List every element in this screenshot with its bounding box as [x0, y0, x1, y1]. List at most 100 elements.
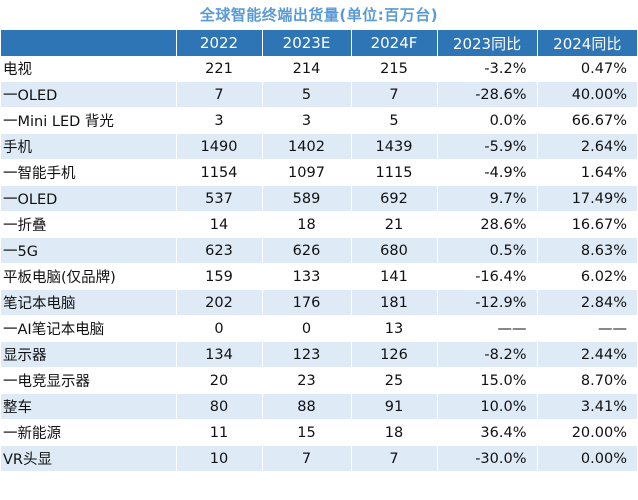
value-2022: 14: [176, 211, 263, 238]
value-2024f: 18: [351, 419, 438, 446]
value-2024f: 215: [351, 56, 438, 82]
table-row: 笔记本电脑 202 176 181 -12.9% 2.84%: [1, 289, 637, 316]
value-2023e: 133: [262, 263, 352, 290]
row-label: 一Mini LED 背光: [1, 107, 177, 134]
value-2024f: 1115: [351, 159, 438, 186]
table-row: 一折叠 14 18 21 28.6% 16.67%: [1, 211, 637, 238]
header-cell-category: [1, 30, 177, 56]
yoy-2023: 10.0%: [437, 393, 538, 420]
value-2024f: 680: [351, 237, 438, 264]
table-row: 一5G 623 626 680 0.5% 8.63%: [1, 237, 637, 264]
header-row: 2022 2023E 2024F 2023同比 2024同比: [1, 30, 637, 56]
row-label: VR头显: [1, 445, 177, 472]
row-label: 平板电脑(仅品牌): [1, 263, 177, 290]
value-2022: 0: [176, 315, 263, 342]
row-label: 显示器: [1, 341, 177, 368]
value-2023e: 214: [262, 56, 352, 82]
table-row: 一OLED 7 5 7 -28.6% 40.00%: [1, 81, 637, 108]
yoy-2023: -5.9%: [437, 133, 538, 160]
table-row: 一Mini LED 背光 3 3 5 0.0% 66.67%: [1, 107, 637, 134]
value-2023e: 1402: [262, 133, 352, 160]
yoy-2024: 2.64%: [537, 133, 637, 160]
yoy-2024: 20.00%: [537, 419, 637, 446]
value-2022: 10: [176, 445, 263, 472]
header-cell-2023-yoy: 2023同比: [437, 30, 538, 56]
yoy-2024: 17.49%: [537, 185, 637, 212]
value-2024f: 91: [351, 393, 438, 420]
yoy-2023: 0.0%: [437, 107, 538, 134]
table-row: 手机 1490 1402 1439 -5.9% 2.64%: [1, 133, 637, 160]
value-2022: 80: [176, 393, 263, 420]
yoy-2024: 66.67%: [537, 107, 637, 134]
value-2023e: 18: [262, 211, 352, 238]
value-2024f: 7: [351, 445, 438, 472]
value-2023e: 88: [262, 393, 352, 420]
value-2024f: 141: [351, 263, 438, 290]
value-2023e: 176: [262, 289, 352, 316]
value-2023e: 7: [262, 445, 352, 472]
yoy-2023: 0.5%: [437, 237, 538, 264]
table-row: 一AI笔记本电脑 0 0 13 —— ——: [1, 315, 637, 342]
table-row: 一新能源 11 15 18 36.4% 20.00%: [1, 419, 637, 446]
value-2024f: 7: [351, 81, 438, 108]
header-cell-2024f: 2024F: [351, 30, 438, 56]
value-2022: 1154: [176, 159, 263, 186]
value-2023e: 626: [262, 237, 352, 264]
yoy-2024: 2.84%: [537, 289, 637, 316]
table-row: 一OLED 537 589 692 9.7% 17.49%: [1, 185, 637, 212]
value-2024f: 25: [351, 367, 438, 394]
yoy-2024: ——: [537, 315, 637, 342]
value-2023e: 589: [262, 185, 352, 212]
row-label: 一OLED: [1, 185, 177, 212]
row-label: 一智能手机: [1, 159, 177, 186]
yoy-2024: 40.00%: [537, 81, 637, 108]
header-cell-2023e: 2023E: [262, 30, 352, 56]
value-2023e: 5: [262, 81, 352, 108]
row-label: 整车: [1, 393, 177, 420]
yoy-2023: -8.2%: [437, 341, 538, 368]
value-2022: 623: [176, 237, 263, 264]
row-label: 手机: [1, 133, 177, 160]
yoy-2024: 8.63%: [537, 237, 637, 264]
value-2023e: 23: [262, 367, 352, 394]
value-2023e: 15: [262, 419, 352, 446]
value-2022: 7: [176, 81, 263, 108]
value-2024f: 692: [351, 185, 438, 212]
value-2022: 202: [176, 289, 263, 316]
yoy-2023: 28.6%: [437, 211, 538, 238]
value-2022: 221: [176, 56, 263, 82]
yoy-2024: 6.02%: [537, 263, 637, 290]
row-label: 一电竞显示器: [1, 367, 177, 394]
yoy-2024: 8.70%: [537, 367, 637, 394]
header-cell-2024-yoy: 2024同比: [537, 30, 637, 56]
value-2022: 159: [176, 263, 263, 290]
yoy-2024: 0.47%: [537, 56, 637, 82]
value-2023e: 3: [262, 107, 352, 134]
table-body: 电视 221 214 215 -3.2% 0.47% 一OLED 7 5 7 -28.6% 40.00…: [1, 56, 637, 472]
yoy-2023: 15.0%: [437, 367, 538, 394]
table-row: 一电竞显示器 20 23 25 15.0% 8.70%: [1, 367, 637, 394]
yoy-2024: 16.67%: [537, 211, 637, 238]
row-label: 一5G: [1, 237, 177, 264]
yoy-2023: ——: [437, 315, 538, 342]
value-2022: 11: [176, 419, 263, 446]
table-title: 全球智能终端出货量(单位:百万台): [199, 6, 439, 24]
row-label: 一新能源: [1, 419, 177, 446]
yoy-2023: -30.0%: [437, 445, 538, 472]
row-label: 笔记本电脑: [1, 289, 177, 316]
value-2023e: 0: [262, 315, 352, 342]
yoy-2023: -3.2%: [437, 56, 538, 82]
value-2024f: 13: [351, 315, 438, 342]
value-2023e: 1097: [262, 159, 352, 186]
value-2022: 537: [176, 185, 263, 212]
yoy-2023: 36.4%: [437, 419, 538, 446]
shipment-table: 2022 2023E 2024F 2023同比 2024同比 电视 221 214 2…: [1, 30, 637, 472]
value-2024f: 126: [351, 341, 438, 368]
yoy-2024: 1.64%: [537, 159, 637, 186]
row-label: 一OLED: [1, 81, 177, 108]
value-2022: 20: [176, 367, 263, 394]
value-2024f: 181: [351, 289, 438, 316]
yoy-2023: -16.4%: [437, 263, 538, 290]
row-label: 一AI笔记本电脑: [1, 315, 177, 342]
row-label: 一折叠: [1, 211, 177, 238]
